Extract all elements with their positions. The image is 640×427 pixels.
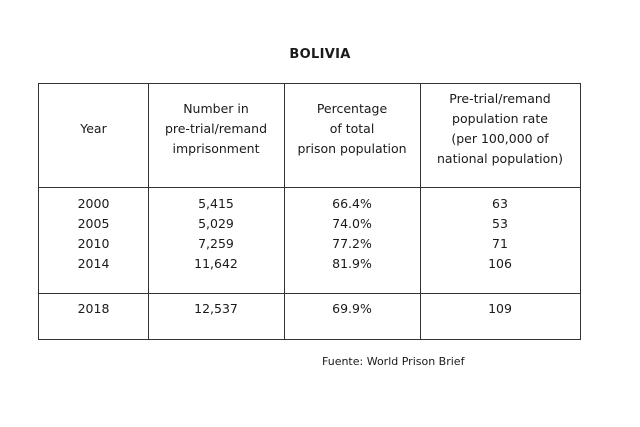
page-title: BOLIVIA [289,47,351,62]
rate-column: 63 53 71 106 [420,194,580,274]
last-row-divider [39,293,580,294]
table-cell: 106 [488,256,512,271]
percentage-column: 66.4% 74.0% 77.2% 81.9% [284,194,420,274]
table-cell: 5,415 [198,196,234,211]
header-number: Number in pre-trial/remand imprisonment [164,101,268,156]
table-cell: 66.4% [332,196,372,211]
table-cell: 11,642 [194,256,238,271]
header-divider [39,187,580,188]
column-divider [148,84,149,339]
year-column: 2000 2005 2010 2014 [39,194,148,274]
column-divider [420,84,421,339]
header-rate: Pre-trial/remand population rate (per 10… [436,91,564,166]
table-cell: 81.9% [332,256,372,271]
table-cell: 63 [492,196,508,211]
source-note: Fuente: World Prison Brief [322,355,465,368]
table-cell: 74.0% [332,216,372,231]
header-year: Year [80,121,107,136]
number-column: 5,415 5,029 7,259 11,642 [148,194,284,274]
table-cell: 77.2% [332,236,372,251]
table-cell: 7,259 [198,236,234,251]
table-cell: 53 [492,216,508,231]
table-cell: 2005 [77,216,110,231]
table-cell: 109 [488,301,512,316]
table-cell: 2014 [77,256,110,271]
table-cell: 2000 [77,196,110,211]
column-divider [284,84,285,339]
table-cell: 2010 [77,236,110,251]
table-cell: 12,537 [194,301,238,316]
table-cell: 5,029 [198,216,234,231]
header-percentage: Percentage of total prison population [297,101,407,156]
table-cell: 69.9% [332,301,372,316]
data-table: Year Number in pre-trial/remand imprison… [38,83,581,340]
table-cell: 71 [492,236,508,251]
table-cell: 2018 [77,301,110,316]
